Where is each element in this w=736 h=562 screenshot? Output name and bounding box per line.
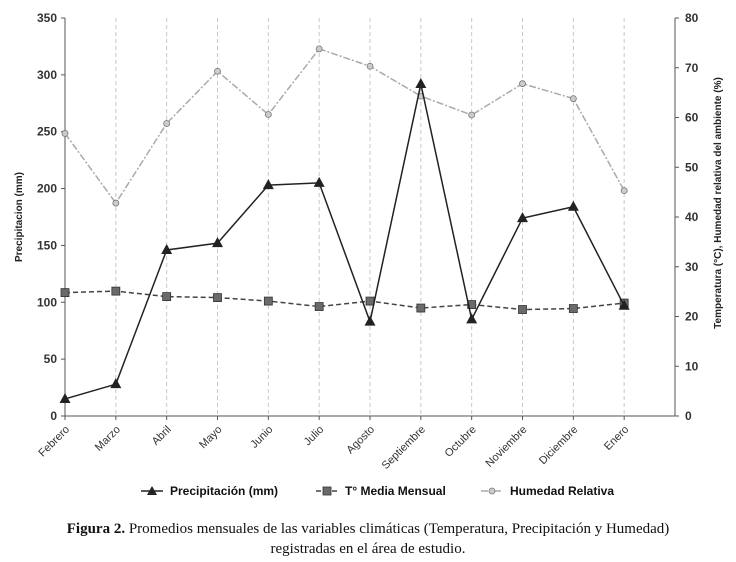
series-line-triangle xyxy=(64,83,625,400)
temperature-point xyxy=(467,300,477,309)
temperature-point xyxy=(314,302,324,311)
humidity-point xyxy=(264,111,272,118)
left-tick-label: 300 xyxy=(37,68,57,82)
x-tick-label-septiembre: Septiembre xyxy=(380,424,428,472)
right-tick-label: 60 xyxy=(685,111,699,125)
temperature-point xyxy=(416,303,426,313)
legend-label-temperature: T° Media Mensual xyxy=(345,484,446,498)
precipitation-point xyxy=(364,315,376,326)
temperature-point xyxy=(60,288,70,298)
legend-item-humidity: Humedad Relativa xyxy=(481,484,614,498)
figure-caption: Figura 2. Promedios mensuales de las var… xyxy=(0,519,736,559)
precipitation-point xyxy=(262,179,274,190)
humidity-point xyxy=(519,80,526,88)
right-tick-label: 30 xyxy=(685,260,699,274)
x-tick-label-octubre: Octubre xyxy=(443,424,479,460)
humidity-point xyxy=(366,62,374,70)
precipitation-point xyxy=(415,77,427,88)
precipitation-point xyxy=(567,200,579,211)
temperature-point xyxy=(162,292,172,302)
x-tick-label-noviembre: Noviembre xyxy=(484,424,530,470)
precipitation-point xyxy=(59,392,71,403)
x-tick-label-marzo: Marzo xyxy=(93,424,123,454)
x-tick-label-enero: Enero xyxy=(602,424,631,453)
precipitation-point xyxy=(161,243,173,254)
legend-label-precipitation: Precipitación (mm) xyxy=(170,484,278,498)
x-tick-label-diciembre: Diciembre xyxy=(537,424,580,467)
legend-circle-marker-icon xyxy=(488,487,496,495)
x-tick-label-junio: Junio xyxy=(248,424,275,451)
precipitation-point xyxy=(466,313,478,324)
x-tick-label-agosto: Agosto xyxy=(344,424,377,457)
caption-text-line-1: Promedios mensuales de las variables cli… xyxy=(128,521,670,537)
humidity-point xyxy=(112,199,120,207)
legend-item-precipitation: Precipitación (mm) xyxy=(141,484,278,498)
left-tick-label: 0 xyxy=(50,409,57,423)
left-axis-title: Precipitacion (mm) xyxy=(14,172,25,262)
humidity-point xyxy=(620,187,628,195)
x-tick-label-julio: Julio xyxy=(302,424,326,448)
humidity-point xyxy=(569,95,577,102)
left-tick-label: 250 xyxy=(37,125,57,139)
left-tick-label: 200 xyxy=(37,182,57,196)
right-tick-label: 80 xyxy=(685,11,699,25)
precipitation-point xyxy=(618,299,630,310)
humidity-point xyxy=(315,45,323,53)
x-axis-ticks: Febrero Marzo Abril Mayo Junio Julio Agosto Sep… xyxy=(36,416,631,472)
vertical-gridlines xyxy=(115,18,625,416)
series xyxy=(59,45,630,403)
right-axis-ticks: 0 10 20 30 40 50 60 70 80 xyxy=(675,11,699,423)
caption-line-1: Figura 2. Promedios mensuales de las var… xyxy=(0,519,736,539)
temperature-point xyxy=(365,296,375,306)
left-tick-label: 100 xyxy=(37,295,57,309)
right-axis-title: Temperatura (°C), Humedad relativa del a… xyxy=(713,77,724,329)
humidity-point xyxy=(214,67,221,75)
humidity-point xyxy=(163,120,171,127)
right-tick-label: 70 xyxy=(685,61,699,75)
x-tick-label-mayo: Mayo xyxy=(197,424,225,452)
legend-item-temperature: T° Media Mensual xyxy=(316,484,446,498)
right-tick-label: 40 xyxy=(685,210,699,224)
left-tick-label: 50 xyxy=(44,352,58,366)
left-tick-label: 150 xyxy=(37,238,57,252)
left-axis-ticks: 0 50 100 150 200 250 300 350 xyxy=(37,11,65,423)
temperature-point xyxy=(263,296,273,306)
humidity-point xyxy=(61,130,69,137)
series-line-square xyxy=(64,290,625,311)
precipitation-point xyxy=(517,212,528,223)
caption-line-2: registradas en el área de estudio. xyxy=(270,541,466,557)
precipitation-point xyxy=(212,237,223,248)
legend: Precipitación (mm) T° Media Mensual Hume… xyxy=(141,484,614,498)
temperature-point xyxy=(518,305,527,314)
precipitation-point xyxy=(110,378,122,389)
caption-figure-label: Figura 2. xyxy=(66,521,126,537)
temperature-point xyxy=(568,304,578,313)
right-tick-label: 50 xyxy=(685,160,699,174)
humidity-point xyxy=(468,111,476,119)
series-line-circle xyxy=(64,47,625,205)
legend-triangle-marker-icon xyxy=(147,486,157,495)
right-tick-label: 10 xyxy=(685,359,699,373)
temperature-point xyxy=(213,293,222,302)
left-tick-label: 350 xyxy=(37,11,57,25)
legend-label-humidity: Humedad Relativa xyxy=(510,484,614,498)
legend-square-marker-icon xyxy=(322,486,332,496)
right-tick-label: 0 xyxy=(685,409,692,423)
x-tick-label-febrero: Febrero xyxy=(36,424,72,460)
temperature-point xyxy=(111,286,121,296)
x-tick-label-abril: Abril xyxy=(150,424,174,448)
precipitation-point xyxy=(313,176,325,187)
right-tick-label: 20 xyxy=(685,310,699,324)
